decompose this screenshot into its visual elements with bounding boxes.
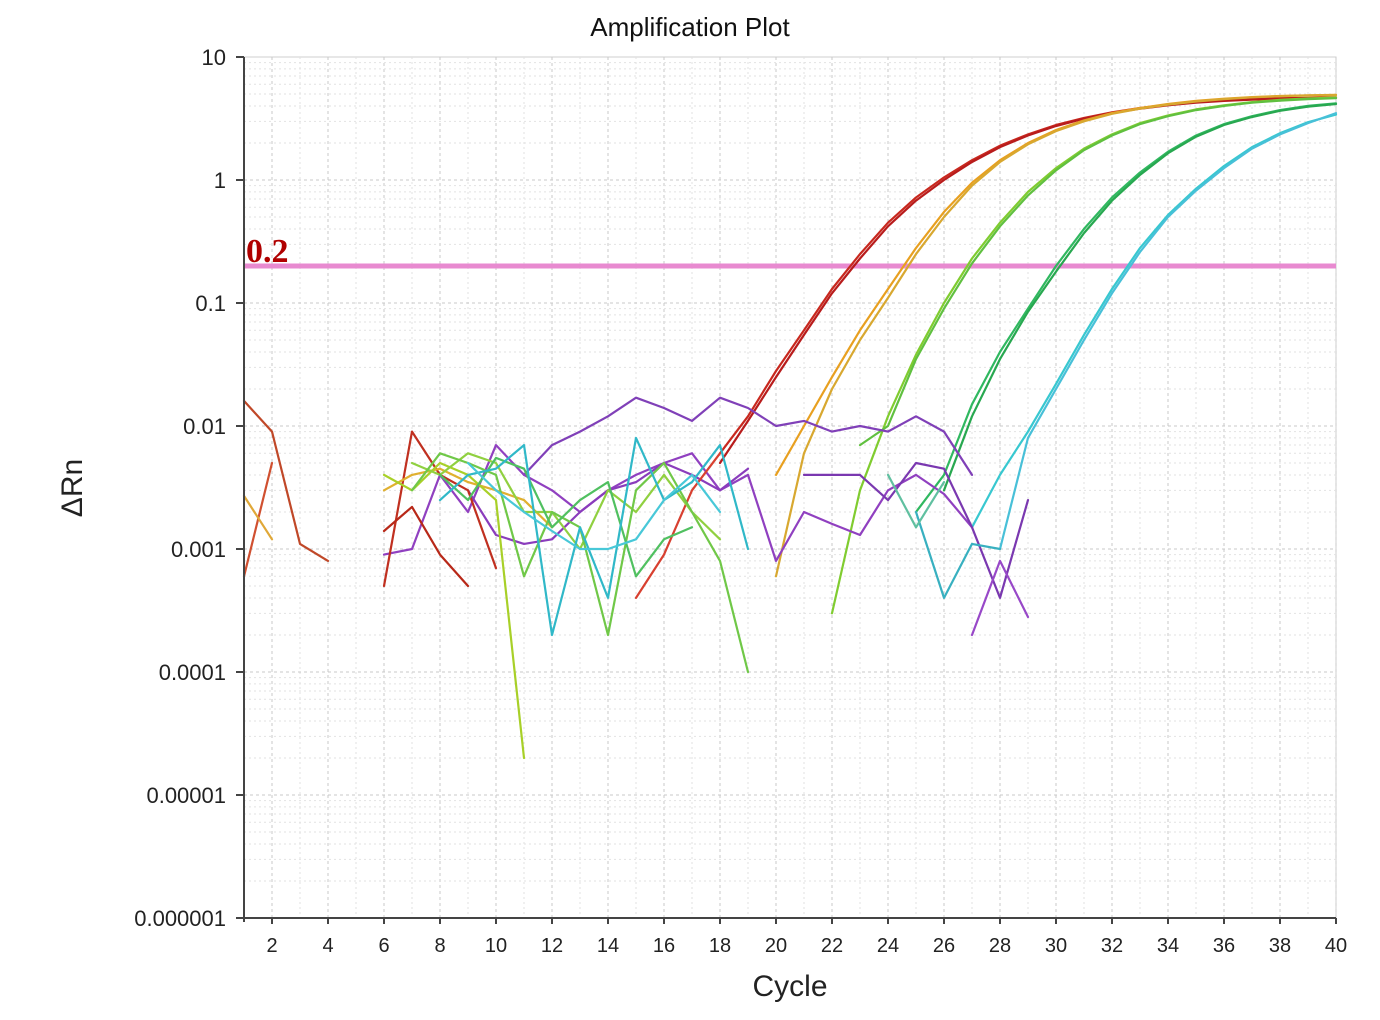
x-tick-label: 18 bbox=[709, 935, 731, 957]
y-tick-label: 0.0001 bbox=[159, 660, 226, 685]
x-tick-label: 2 bbox=[266, 935, 277, 957]
threshold: 0.2 bbox=[244, 233, 1336, 270]
series-line-4 bbox=[774, 93, 1338, 578]
x-tick-label: 34 bbox=[1157, 935, 1179, 957]
series-line-24 bbox=[410, 452, 722, 551]
plot-area bbox=[243, 56, 1337, 919]
x-tick-label: 14 bbox=[597, 935, 619, 957]
x-tick-label: 24 bbox=[877, 935, 899, 957]
x-tick-label: 40 bbox=[1325, 935, 1347, 957]
x-tick-label: 16 bbox=[653, 935, 675, 957]
y-tick-label: 0.001 bbox=[171, 537, 226, 562]
series-line-8 bbox=[942, 102, 1338, 492]
x-tick-label: 10 bbox=[485, 935, 507, 957]
series-line-27 bbox=[438, 436, 750, 637]
series-line-9 bbox=[970, 113, 1338, 529]
series-line-29 bbox=[914, 510, 1002, 600]
y-tick-label: 0.01 bbox=[183, 414, 226, 439]
series-line-28 bbox=[466, 461, 722, 551]
x-tick-label: 12 bbox=[541, 935, 563, 957]
x-tick-label: 8 bbox=[434, 935, 445, 957]
series-line-17 bbox=[242, 461, 274, 578]
axes: 2 4 6 8 10 12 14 16 18 20 22 24 26 28 30 32 34 36 38 401010… bbox=[134, 45, 1347, 957]
y-tick-label: 0.00001 bbox=[146, 783, 226, 808]
series-line-21 bbox=[634, 452, 722, 600]
series-line-22 bbox=[382, 467, 554, 529]
y-axis-label: ΔRn bbox=[56, 459, 89, 517]
x-tick-label: 30 bbox=[1045, 935, 1067, 957]
x-tick-label: 32 bbox=[1101, 935, 1123, 957]
series-line-2 bbox=[718, 96, 1338, 465]
threshold-label: 0.2 bbox=[246, 233, 289, 270]
series-line-10 bbox=[998, 111, 1338, 551]
x-tick-label: 36 bbox=[1213, 935, 1235, 957]
chart-title: Amplification Plot bbox=[590, 12, 790, 42]
series-line-6 bbox=[858, 97, 1338, 447]
x-tick-label: 22 bbox=[821, 935, 843, 957]
series-line-13 bbox=[802, 461, 1030, 600]
x-tick-label: 4 bbox=[322, 935, 333, 957]
x-tick-label: 20 bbox=[765, 935, 787, 957]
series-line-30 bbox=[886, 473, 946, 529]
series-group bbox=[242, 93, 1338, 760]
x-tick-label: 26 bbox=[933, 935, 955, 957]
series-line-16 bbox=[242, 399, 330, 563]
y-tick-label: 1 bbox=[214, 168, 226, 193]
x-tick-label: 6 bbox=[378, 935, 389, 957]
y-tick-label: 0.000001 bbox=[134, 906, 226, 931]
x-axis-label: Cycle bbox=[752, 970, 827, 1003]
x-tick-label: 28 bbox=[989, 935, 1011, 957]
series-line-26 bbox=[438, 456, 694, 578]
series-line-15 bbox=[970, 559, 1030, 637]
y-tick-label: 0.1 bbox=[195, 291, 226, 316]
series-line-23 bbox=[382, 461, 526, 760]
x-tick-label: 38 bbox=[1269, 935, 1291, 957]
series-line-20 bbox=[382, 505, 470, 588]
y-tick-label: 10 bbox=[202, 45, 226, 70]
series-line-18 bbox=[242, 494, 274, 541]
series-line-11 bbox=[522, 396, 974, 476]
grid bbox=[243, 56, 1337, 919]
